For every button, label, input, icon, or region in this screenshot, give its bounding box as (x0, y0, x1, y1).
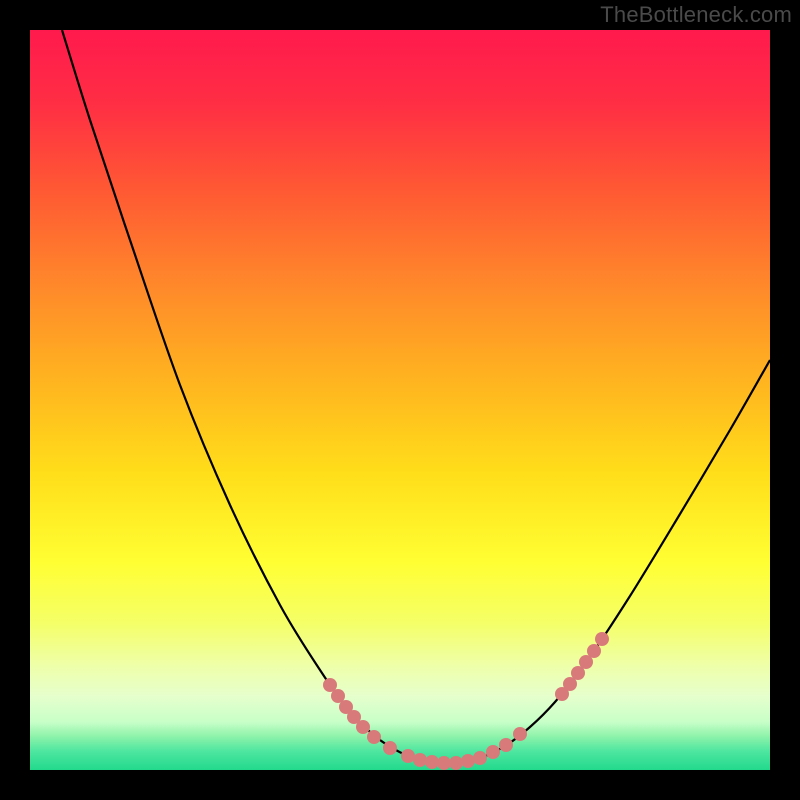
marker-dot (437, 756, 451, 770)
marker-dot (413, 753, 427, 767)
marker-dot (449, 756, 463, 770)
marker-dot (513, 727, 527, 741)
marker-dot (486, 745, 500, 759)
marker-dot (595, 632, 609, 646)
marker-dot (425, 755, 439, 769)
watermark-text: TheBottleneck.com (600, 2, 792, 28)
marker-dot (587, 644, 601, 658)
marker-dot (367, 730, 381, 744)
chart-frame: TheBottleneck.com (0, 0, 800, 800)
marker-dot (401, 749, 415, 763)
marker-dot (356, 720, 370, 734)
bottleneck-chart (0, 0, 800, 800)
marker-dot (383, 741, 397, 755)
marker-dot (461, 754, 475, 768)
plot-background (30, 30, 770, 770)
marker-dot (473, 751, 487, 765)
marker-dot (499, 738, 513, 752)
